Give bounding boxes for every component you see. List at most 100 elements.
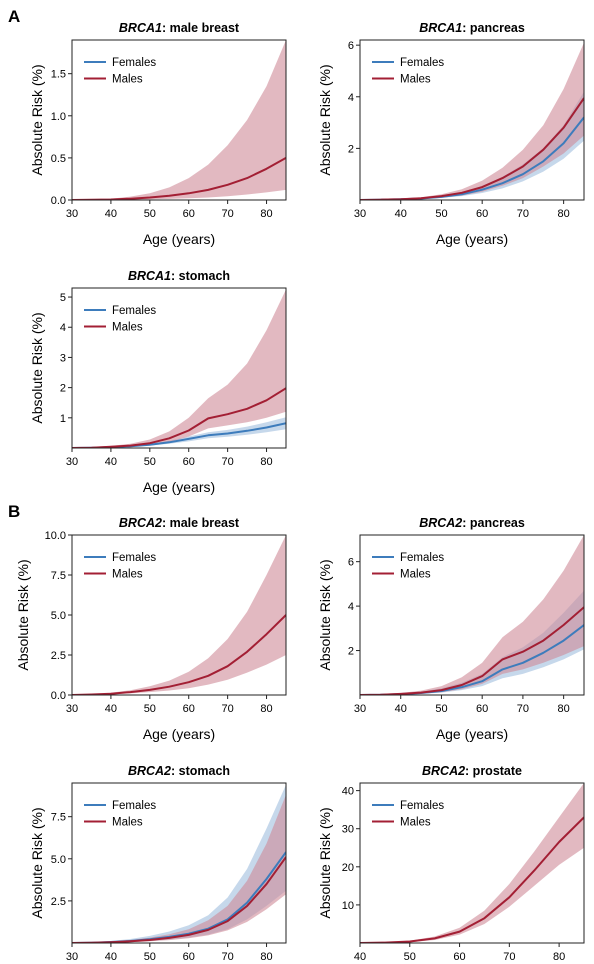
x-tick-label: 40 xyxy=(354,951,366,963)
ci-band-males xyxy=(72,289,286,448)
y-tick-label: 1 xyxy=(60,413,66,425)
x-tick-label: 50 xyxy=(144,456,156,468)
x-tick-label: 80 xyxy=(260,456,272,468)
chart-panel-4: BRCA2: male breast 30 40 50 60 70 80 0.0 2.5 5.0 7… xyxy=(15,516,287,742)
legend-label-male: Males xyxy=(112,569,143,581)
plot-area xyxy=(72,289,286,448)
section-label-b: B xyxy=(8,502,20,521)
chart-panel-6: BRCA2: stomach 30 40 50 60 70 80 2.5 5.0 7.5 Absol… xyxy=(29,764,287,963)
y-axis-label: Absolute Risk (%) xyxy=(317,559,333,670)
plot-area xyxy=(360,42,584,200)
legend-label-female: Females xyxy=(400,552,444,564)
x-tick-label: 50 xyxy=(404,951,416,963)
legend-label-male: Males xyxy=(112,74,143,86)
y-tick-label: 5.0 xyxy=(51,610,66,622)
x-tick-label: 30 xyxy=(354,703,366,715)
x-tick-label: 80 xyxy=(260,208,272,220)
ci-band-males xyxy=(360,42,584,200)
chart-title-gene: BRCA2 xyxy=(422,764,465,778)
x-tick-label: 60 xyxy=(476,208,488,220)
chart-title: BRCA1: stomach xyxy=(128,269,230,283)
y-axis-label: Absolute Risk (%) xyxy=(317,64,333,175)
plot-area xyxy=(360,535,584,695)
x-tick-label: 70 xyxy=(503,951,515,963)
ci-band-males xyxy=(360,535,584,695)
y-tick-label: 30 xyxy=(342,824,354,836)
y-tick-label: 1.0 xyxy=(51,111,66,123)
x-axis-label: Age (years) xyxy=(436,726,508,742)
x-tick-label: 60 xyxy=(453,951,465,963)
y-tick-label: 4 xyxy=(348,92,354,104)
chart-title-gene: BRCA2 xyxy=(119,516,162,530)
x-tick-label: 70 xyxy=(222,456,234,468)
legend: Females Males xyxy=(84,800,156,829)
chart-title-gene: BRCA1 xyxy=(419,21,462,35)
x-tick-label: 50 xyxy=(144,208,156,220)
chart-title-gene: BRCA1 xyxy=(128,269,171,283)
y-tick-label: 7.5 xyxy=(51,570,66,582)
x-tick-label: 30 xyxy=(66,208,78,220)
plot-area xyxy=(72,784,286,943)
ci-band-females xyxy=(360,590,584,695)
x-axis-label: Age (years) xyxy=(143,231,215,247)
plot-frame xyxy=(359,782,585,944)
chart-panel-2: BRCA1: pancreas 30 40 50 60 70 80 2 4 6 Age (years… xyxy=(317,21,585,247)
chart-title-site: : male breast xyxy=(162,21,240,35)
y-tick-label: 0.5 xyxy=(51,153,66,165)
x-tick-label: 70 xyxy=(222,703,234,715)
plot-area xyxy=(72,40,286,200)
legend: Females Males xyxy=(372,57,444,86)
x-tick-label: 60 xyxy=(476,703,488,715)
legend: Females Males xyxy=(372,552,444,581)
chart-title-gene: BRCA2 xyxy=(419,516,462,530)
series-line-males xyxy=(360,97,584,200)
x-axis-label: Age (years) xyxy=(143,479,215,495)
plot-area xyxy=(72,535,286,695)
legend-label-female: Females xyxy=(400,57,444,69)
chart-title-site: : pancreas xyxy=(462,21,525,35)
x-tick-label: 80 xyxy=(558,208,570,220)
legend: Females Males xyxy=(84,305,156,334)
series-line-males xyxy=(72,387,286,448)
y-axis-label: Absolute Risk (%) xyxy=(29,64,45,175)
x-tick-label: 50 xyxy=(144,951,156,963)
x-tick-label: 30 xyxy=(66,456,78,468)
ci-band-males xyxy=(72,535,286,695)
y-tick-label: 2 xyxy=(60,383,66,395)
legend-label-female: Females xyxy=(112,305,156,317)
y-tick-label: 5 xyxy=(60,292,66,304)
ci-band-females xyxy=(72,784,286,943)
y-axis-label: Absolute Risk (%) xyxy=(317,807,333,918)
x-tick-label: 60 xyxy=(183,703,195,715)
legend-label-female: Females xyxy=(112,57,156,69)
x-tick-label: 40 xyxy=(105,951,117,963)
ci-band-males xyxy=(360,783,584,943)
y-tick-label: 7.5 xyxy=(51,812,66,824)
chart-title: BRCA2: stomach xyxy=(128,764,230,778)
y-tick-label: 6 xyxy=(348,40,354,52)
plot-frame xyxy=(71,287,287,449)
plot-area xyxy=(360,783,584,943)
x-axis-label: Age (years) xyxy=(143,726,215,742)
x-tick-label: 30 xyxy=(66,951,78,963)
legend-label-female: Females xyxy=(112,800,156,812)
x-tick-label: 40 xyxy=(395,703,407,715)
x-tick-label: 70 xyxy=(222,208,234,220)
legend-label-male: Males xyxy=(112,322,143,334)
y-tick-label: 40 xyxy=(342,786,354,798)
y-tick-label: 0.0 xyxy=(51,195,66,207)
chart-title: BRCA1: male breast xyxy=(119,21,240,35)
y-tick-label: 2 xyxy=(348,143,354,155)
x-tick-label: 60 xyxy=(183,208,195,220)
ci-band-females xyxy=(72,417,286,448)
legend-label-female: Females xyxy=(112,552,156,564)
y-tick-label: 2.5 xyxy=(51,896,66,908)
legend-label-male: Males xyxy=(112,817,143,829)
legend-label-female: Females xyxy=(400,800,444,812)
y-tick-label: 10 xyxy=(342,900,354,912)
chart-title: BRCA2: male breast xyxy=(119,516,240,530)
x-tick-label: 40 xyxy=(105,703,117,715)
x-tick-label: 80 xyxy=(558,703,570,715)
x-tick-label: 80 xyxy=(553,951,565,963)
plot-frame xyxy=(71,782,287,944)
